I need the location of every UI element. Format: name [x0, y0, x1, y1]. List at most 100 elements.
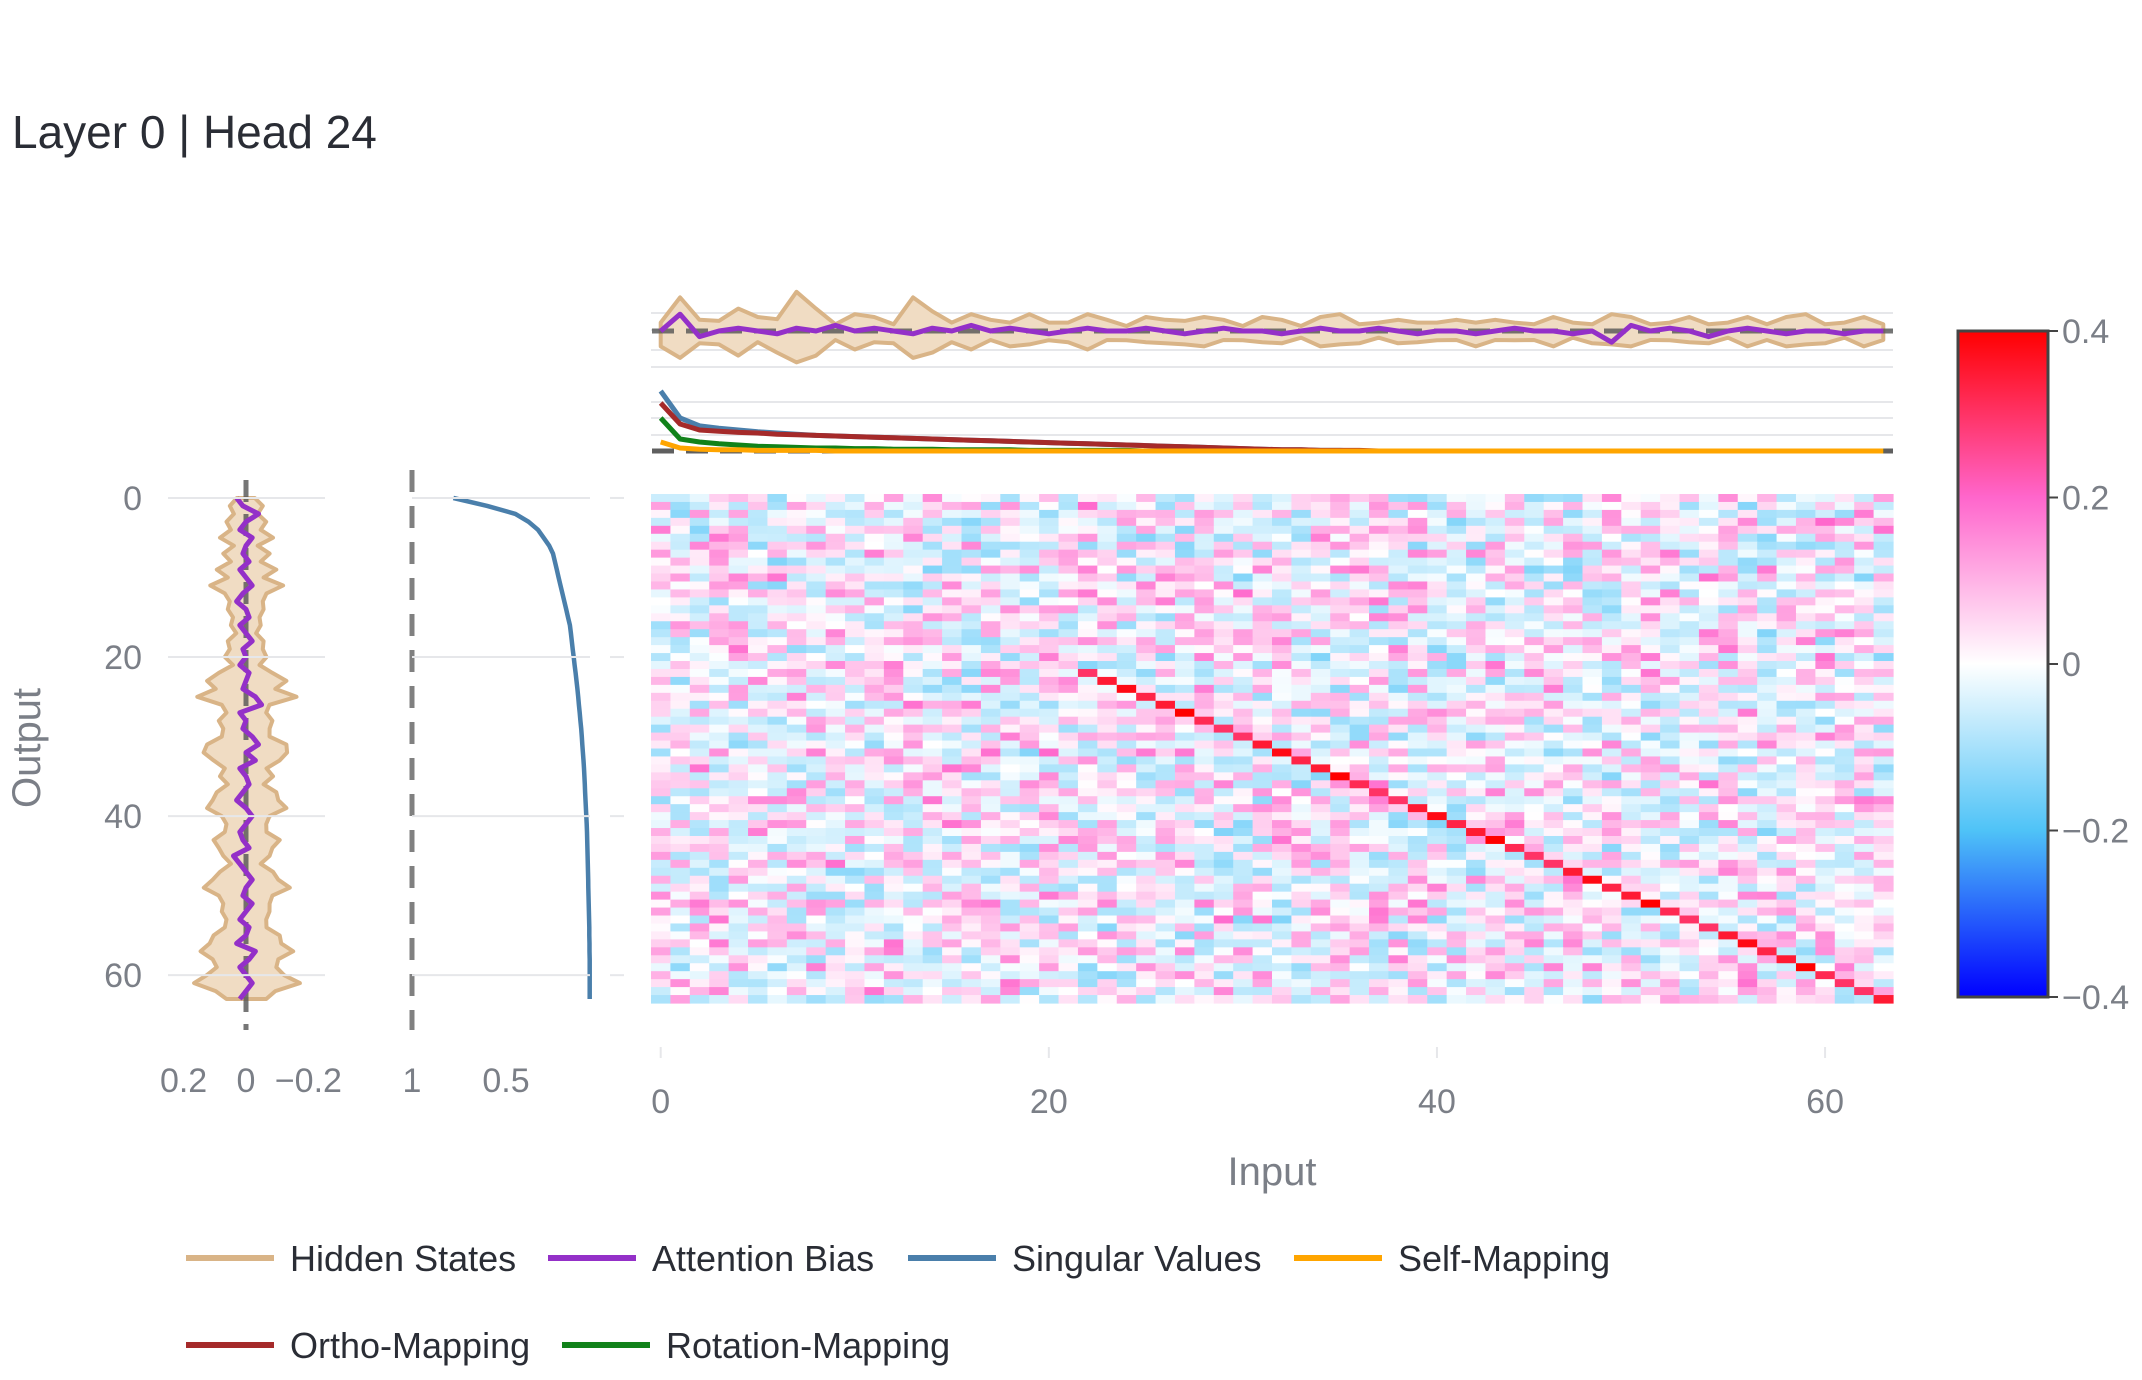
heatmap-cell — [1310, 605, 1331, 614]
heatmap-cell — [961, 708, 982, 718]
heatmap-cell — [1155, 971, 1176, 980]
heatmap-cell — [1446, 931, 1467, 940]
heatmap-cell — [1485, 494, 1506, 503]
heatmap-cell — [980, 645, 1001, 654]
heatmap-cell — [1737, 780, 1758, 789]
heatmap-cell — [845, 995, 866, 1004]
heatmap-cell — [1543, 931, 1564, 940]
heatmap-cell — [1621, 955, 1642, 964]
heatmap-cell — [1000, 820, 1021, 829]
heatmap-cell — [1427, 517, 1448, 527]
heatmap-cell — [922, 740, 943, 750]
heatmap-cell — [1116, 676, 1137, 686]
heatmap-cell — [1213, 557, 1234, 567]
heatmap-cell — [1291, 740, 1312, 750]
heatmap-cell — [1077, 716, 1098, 726]
heatmap-cell — [825, 724, 846, 734]
heatmap-cell — [1310, 637, 1331, 646]
heatmap-cell — [1019, 788, 1040, 797]
heatmap-cell — [1582, 820, 1603, 829]
heatmap-cell — [1077, 979, 1098, 988]
heatmap-cell — [1155, 947, 1176, 956]
heatmap-cell — [1272, 780, 1293, 789]
heatmap-cell — [961, 661, 982, 670]
heatmap-cell — [1466, 987, 1487, 996]
heatmap-cell — [1136, 955, 1157, 964]
heatmap-cell — [1136, 899, 1157, 909]
heatmap-cell — [1485, 796, 1506, 805]
heatmap-cell — [1854, 605, 1875, 614]
heatmap-cell — [1194, 835, 1215, 845]
heatmap-cell — [1621, 907, 1642, 917]
heatmap-cell — [1291, 828, 1312, 837]
heatmap-cell — [1524, 708, 1545, 718]
heatmap-cell — [1737, 732, 1758, 742]
heatmap-cell — [1795, 907, 1816, 917]
heatmap-cell — [1077, 987, 1098, 996]
heatmap-cell — [1252, 525, 1273, 535]
heatmap-cell — [1621, 788, 1642, 797]
heatmap-cell — [942, 788, 963, 797]
heatmap-cell — [825, 565, 846, 575]
heatmap-cell — [1058, 517, 1079, 527]
heatmap-cell — [1097, 971, 1118, 980]
heatmap-cell — [1019, 573, 1040, 583]
heatmap-cell — [1252, 494, 1273, 503]
heatmap-cell — [1116, 907, 1137, 917]
heatmap-cell — [1349, 843, 1370, 853]
heatmap-cell — [728, 613, 749, 622]
heatmap-cell — [1388, 541, 1409, 551]
heatmap-cell — [1136, 716, 1157, 726]
heatmap-cell — [1873, 835, 1894, 845]
heatmap-cell — [1834, 883, 1855, 893]
heatmap-cell — [1407, 589, 1428, 598]
heatmap-cell — [1737, 597, 1758, 606]
heatmap-cell — [1291, 971, 1312, 980]
heatmap-cell — [1427, 629, 1448, 638]
heatmap-cell — [1660, 875, 1681, 885]
heatmap-cell — [1097, 700, 1118, 710]
heatmap-cell — [1349, 509, 1370, 519]
heatmap-cell — [825, 692, 846, 702]
heatmap-cell — [1019, 692, 1040, 702]
heatmap-cell — [1524, 597, 1545, 606]
heatmap-cell — [1621, 549, 1642, 559]
heatmap-cell — [1815, 645, 1836, 654]
heatmap-cell — [1446, 509, 1467, 519]
heatmap-cell — [1504, 637, 1525, 646]
heatmap-cell — [670, 597, 691, 606]
heatmap-cell — [1834, 875, 1855, 885]
heatmap-cell — [1504, 931, 1525, 940]
heatmap-cell — [1369, 501, 1390, 511]
heatmap-cell — [1194, 923, 1215, 933]
heatmap-cell — [1155, 613, 1176, 622]
heatmap-cell — [1407, 939, 1428, 948]
heatmap-cell — [883, 740, 904, 750]
heatmap-cell — [1233, 867, 1254, 877]
heatmap-cell — [1310, 899, 1331, 909]
heatmap-cell — [1854, 692, 1875, 702]
heatmap-cell — [1252, 613, 1273, 622]
heatmap-cell — [1272, 509, 1293, 519]
heatmap-cell — [1466, 859, 1487, 869]
heatmap-cell — [903, 987, 924, 996]
heatmap-cell — [1621, 565, 1642, 575]
heatmap-cell — [689, 716, 710, 726]
heatmap-cell — [651, 859, 672, 869]
heatmap-cell — [980, 764, 1001, 773]
heatmap-cell — [1310, 883, 1331, 893]
heatmap-cell — [1136, 979, 1157, 988]
heatmap-cell — [728, 525, 749, 535]
heatmap-cell — [845, 891, 866, 901]
heatmap-cell — [1233, 995, 1254, 1004]
heatmap-cell — [1174, 979, 1195, 988]
heatmap-cell — [1097, 557, 1118, 567]
heatmap-cell — [864, 645, 885, 654]
heatmap-cell — [1349, 597, 1370, 606]
heatmap-cell — [922, 700, 943, 710]
heatmap-cell — [1737, 533, 1758, 543]
heatmap-cell — [903, 883, 924, 893]
heatmap-cell — [1718, 899, 1739, 909]
heatmap-cell — [1233, 971, 1254, 980]
heatmap-cell — [864, 494, 885, 503]
